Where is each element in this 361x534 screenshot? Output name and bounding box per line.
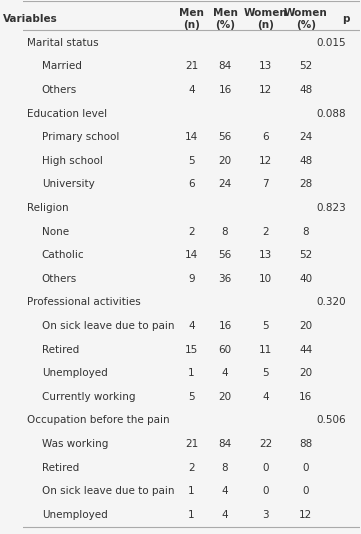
Text: 20: 20 (218, 392, 232, 402)
Text: Others: Others (42, 274, 77, 284)
Text: 0: 0 (303, 462, 309, 473)
Text: 0: 0 (262, 462, 269, 473)
Text: Education level: Education level (26, 108, 106, 119)
Text: 0: 0 (303, 486, 309, 496)
Text: 56: 56 (218, 132, 232, 142)
Text: 20: 20 (299, 321, 312, 331)
Text: 3: 3 (262, 510, 269, 520)
Text: 12: 12 (299, 510, 312, 520)
Text: On sick leave due to pain: On sick leave due to pain (42, 486, 174, 496)
Text: 10: 10 (259, 274, 272, 284)
Text: 40: 40 (299, 274, 312, 284)
Text: 52: 52 (299, 61, 312, 72)
Text: 84: 84 (218, 61, 232, 72)
Text: 48: 48 (299, 156, 312, 166)
Text: 13: 13 (259, 61, 272, 72)
Text: 4: 4 (222, 510, 229, 520)
Text: 4: 4 (222, 486, 229, 496)
Text: 11: 11 (259, 344, 272, 355)
Text: 1: 1 (188, 368, 195, 378)
Text: 44: 44 (299, 344, 312, 355)
Text: 56: 56 (218, 250, 232, 260)
Text: Retired: Retired (42, 462, 79, 473)
Text: Unemployed: Unemployed (42, 510, 108, 520)
Text: Others: Others (42, 85, 77, 95)
Text: Religion: Religion (26, 203, 68, 213)
Text: 48: 48 (299, 85, 312, 95)
Text: Unemployed: Unemployed (42, 368, 108, 378)
Text: 15: 15 (185, 344, 198, 355)
Text: 88: 88 (299, 439, 312, 449)
Text: Was working: Was working (42, 439, 108, 449)
Text: 28: 28 (299, 179, 312, 190)
Text: 84: 84 (218, 439, 232, 449)
Text: Retired: Retired (42, 344, 79, 355)
Text: Currently working: Currently working (42, 392, 135, 402)
Text: High school: High school (42, 156, 103, 166)
Text: On sick leave due to pain: On sick leave due to pain (42, 321, 174, 331)
Text: 5: 5 (188, 156, 195, 166)
Text: 16: 16 (299, 392, 312, 402)
Text: 2: 2 (262, 226, 269, 237)
Text: 0.506: 0.506 (317, 415, 346, 426)
Text: 20: 20 (218, 156, 232, 166)
Text: Professional activities: Professional activities (26, 297, 140, 308)
Text: 14: 14 (185, 250, 198, 260)
Text: 9: 9 (188, 274, 195, 284)
Text: Women
(%): Women (%) (284, 9, 328, 30)
Text: 2: 2 (188, 226, 195, 237)
Text: 0.088: 0.088 (317, 108, 346, 119)
Text: 0.320: 0.320 (317, 297, 346, 308)
Text: 8: 8 (222, 462, 229, 473)
Text: Occupation before the pain: Occupation before the pain (26, 415, 169, 426)
Text: 4: 4 (262, 392, 269, 402)
Text: University: University (42, 179, 95, 190)
Text: 21: 21 (185, 439, 198, 449)
Text: 14: 14 (185, 132, 198, 142)
Text: Married: Married (42, 61, 82, 72)
Text: 2: 2 (188, 462, 195, 473)
Text: Variables: Variables (3, 14, 57, 24)
Text: 12: 12 (259, 85, 272, 95)
Text: 0.823: 0.823 (316, 203, 346, 213)
Text: 6: 6 (262, 132, 269, 142)
Text: 22: 22 (259, 439, 272, 449)
Text: 8: 8 (222, 226, 229, 237)
Text: 4: 4 (188, 321, 195, 331)
Text: 52: 52 (299, 250, 312, 260)
Text: 1: 1 (188, 486, 195, 496)
Text: Men
(%): Men (%) (213, 9, 238, 30)
Text: 5: 5 (262, 368, 269, 378)
Text: 36: 36 (218, 274, 232, 284)
Text: Catholic: Catholic (42, 250, 84, 260)
Text: Women
(n): Women (n) (244, 9, 287, 30)
Text: 13: 13 (259, 250, 272, 260)
Text: 20: 20 (299, 368, 312, 378)
Text: 8: 8 (303, 226, 309, 237)
Text: Men
(n): Men (n) (179, 9, 204, 30)
Text: 4: 4 (222, 368, 229, 378)
Text: 24: 24 (218, 179, 232, 190)
Text: 0: 0 (262, 486, 269, 496)
Text: 6: 6 (188, 179, 195, 190)
Text: 7: 7 (262, 179, 269, 190)
Text: Primary school: Primary school (42, 132, 119, 142)
Text: 12: 12 (259, 156, 272, 166)
Text: Marital status: Marital status (26, 38, 98, 48)
Text: 16: 16 (218, 85, 232, 95)
Text: 1: 1 (188, 510, 195, 520)
Text: 5: 5 (262, 321, 269, 331)
Text: 60: 60 (218, 344, 232, 355)
Text: 4: 4 (188, 85, 195, 95)
Text: 0.015: 0.015 (317, 38, 346, 48)
Text: 21: 21 (185, 61, 198, 72)
Text: 16: 16 (218, 321, 232, 331)
Text: 5: 5 (188, 392, 195, 402)
Text: 24: 24 (299, 132, 312, 142)
Text: None: None (42, 226, 69, 237)
Text: p: p (342, 14, 350, 24)
